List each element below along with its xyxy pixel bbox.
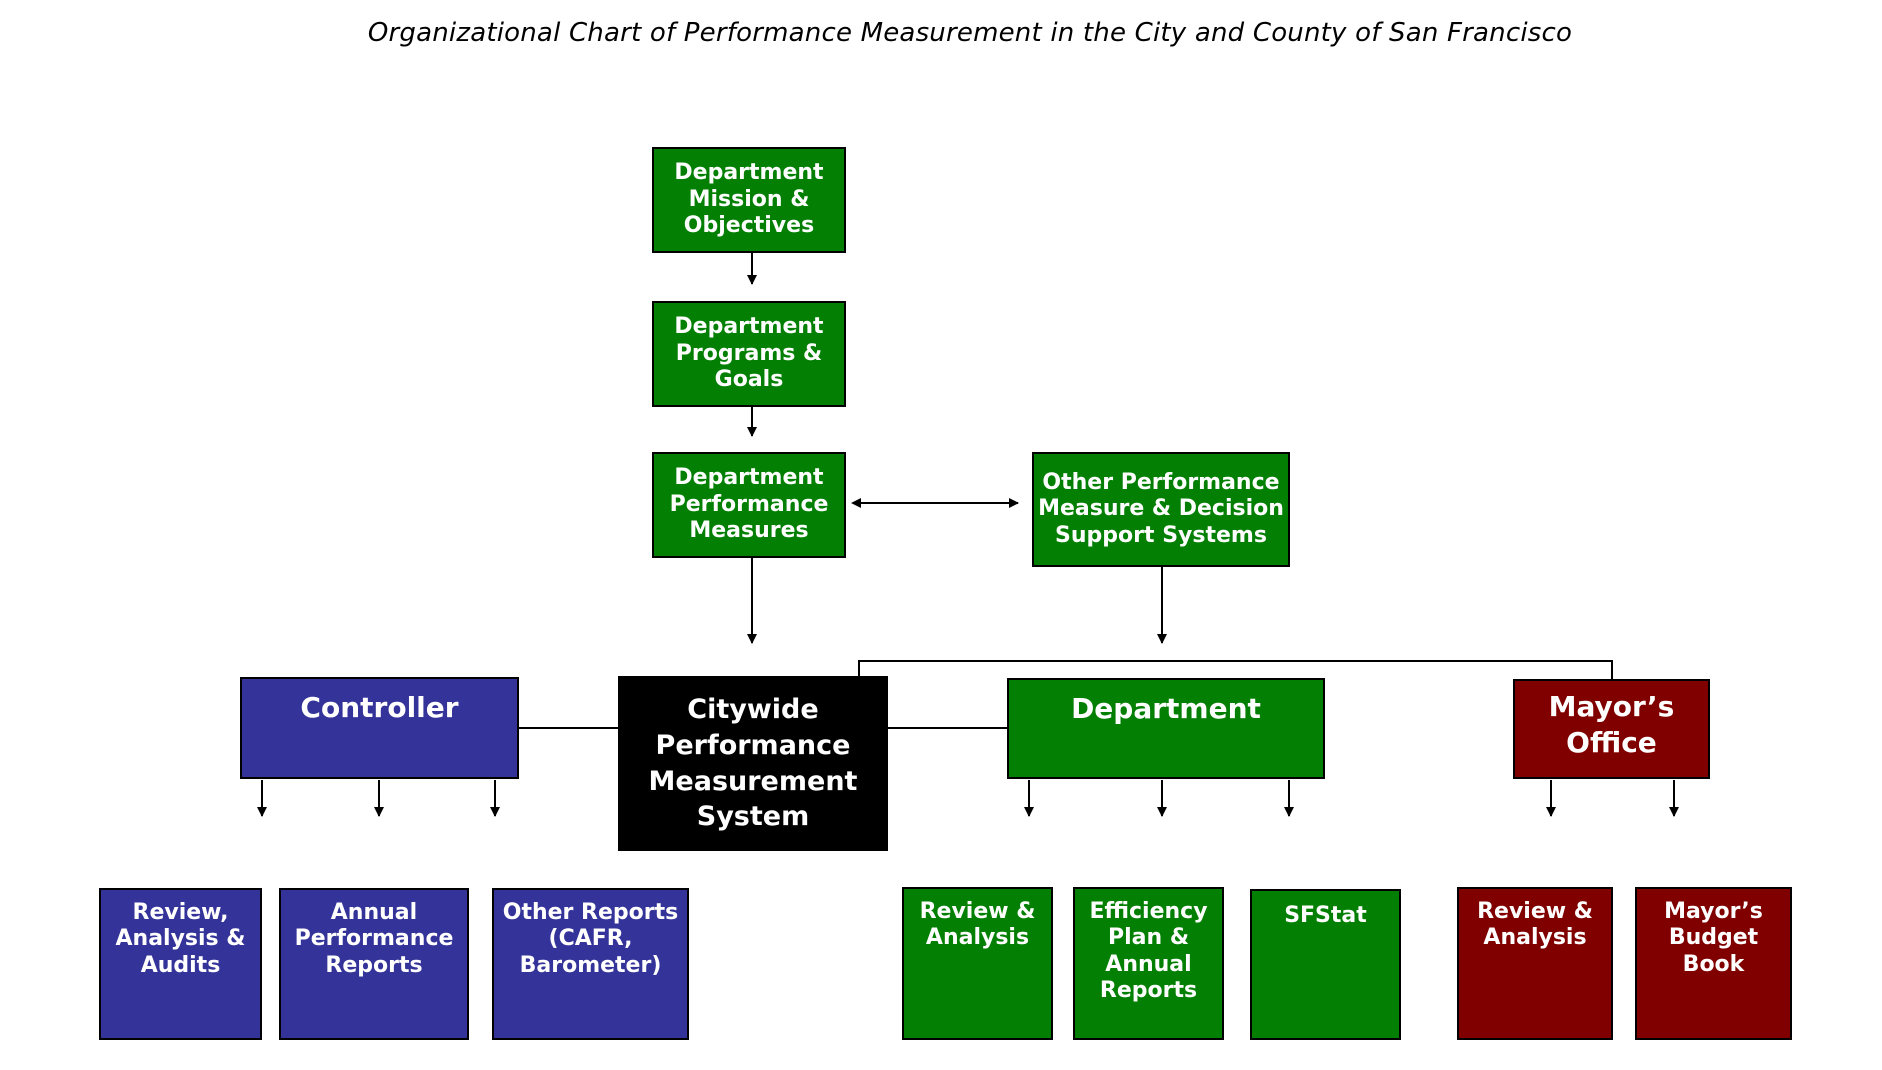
node-controller-review-audits: Review, Analysis & Audits: [99, 888, 262, 1040]
node-department-mission: Department Mission & Objectives: [652, 147, 846, 253]
node-mayor-budget-book: Mayor’s Budget Book: [1635, 887, 1792, 1040]
node-department-sfstat: SFStat: [1250, 889, 1401, 1040]
node-other-systems: Other Performance Measure & Decision Sup…: [1032, 452, 1290, 567]
node-controller: Controller: [240, 677, 519, 779]
node-mayor-review-analysis: Review & Analysis: [1457, 887, 1613, 1040]
node-department-measures: Department Performance Measures: [652, 452, 846, 558]
node-controller-other-reports: Other Reports (CAFR, Barometer): [492, 888, 689, 1040]
node-citywide-system: Citywide Performance Measurement System: [618, 676, 888, 851]
node-department-programs: Department Programs & Goals: [652, 301, 846, 407]
node-mayors-office: Mayor’s Office: [1513, 679, 1710, 779]
node-controller-annual-reports: Annual Performance Reports: [279, 888, 469, 1040]
node-department-review-analysis: Review & Analysis: [902, 887, 1053, 1040]
bracket-connector: [858, 660, 1613, 680]
node-department: Department: [1007, 678, 1325, 779]
chart-title: Organizational Chart of Performance Meas…: [367, 18, 1573, 48]
node-department-efficiency-plan: Efficiency Plan & Annual Reports: [1073, 887, 1224, 1040]
